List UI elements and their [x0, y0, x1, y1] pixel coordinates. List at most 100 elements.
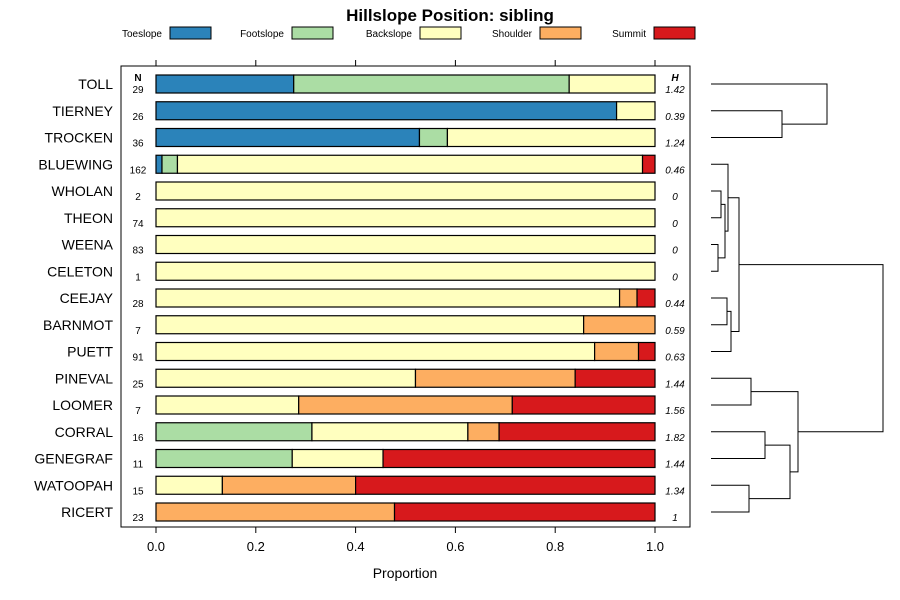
n-value: 11	[133, 460, 144, 471]
bar-segment-backslope	[615, 101, 656, 121]
bar-segment-shoulder	[298, 395, 513, 415]
n-value: 25	[132, 379, 144, 390]
h-value: 1.82	[665, 433, 685, 444]
bar-row: TOLL 29 1.42	[78, 74, 685, 96]
dendrogram-branch	[711, 431, 766, 459]
h-value: 1.44	[665, 379, 685, 390]
bar-segment-toeslope	[155, 74, 295, 94]
bar-segment-toeslope	[155, 127, 421, 148]
h-value: 0	[672, 246, 678, 257]
bar-row: PINEVAL 25 1.44	[55, 368, 685, 390]
dendrogram	[711, 83, 884, 513]
legend-swatch	[169, 26, 212, 40]
chart-title: Hillslope Position: sibling	[346, 6, 554, 25]
n-value: 26	[132, 112, 144, 123]
category-label: CORRAL	[55, 424, 114, 440]
legend-label: Shoulder	[492, 29, 533, 40]
bar-segment-summit	[393, 502, 656, 522]
n-value: 7	[135, 326, 141, 337]
bar-row: WHOLAN 2 0	[52, 181, 678, 203]
bar-segment-shoulder	[414, 368, 576, 388]
h-value: 1.56	[665, 406, 685, 417]
x-tick-label: 0.0	[147, 539, 165, 554]
bar-segment-backslope	[155, 208, 656, 228]
category-label: WHOLAN	[52, 183, 113, 199]
bar-segment-backslope	[568, 74, 656, 94]
x-tick-label: 0.4	[347, 539, 365, 554]
dendrogram-branch	[711, 110, 783, 138]
h-value: 0	[672, 192, 678, 203]
bar-segment-footslope	[155, 422, 313, 442]
h-value: 1.24	[665, 139, 685, 150]
x-tick-label: 0.8	[546, 539, 564, 554]
bar-segment-backslope	[155, 234, 656, 255]
bar-row: BLUEWING 162 0.46	[38, 154, 685, 176]
bar-segment-backslope	[155, 475, 223, 495]
h-value: 0	[672, 219, 678, 230]
bar-segment-backslope	[291, 448, 384, 469]
category-label: WEENA	[62, 237, 114, 253]
n-value: 162	[130, 165, 147, 176]
bar-segment-shoulder	[594, 341, 640, 362]
x-axis: 0.0 0.2 0.4 0.6 0.8 1.0	[147, 60, 664, 554]
category-label: WATOOPAH	[34, 477, 113, 493]
h-value: 1.34	[665, 486, 685, 497]
dendrogram-branch	[739, 264, 884, 433]
bar-row: CEEJAY 28 0.44	[60, 288, 685, 310]
h-value: 0	[672, 272, 678, 283]
category-label: BLUEWING	[38, 156, 113, 172]
n-value: 16	[132, 433, 144, 444]
legend-label: Footslope	[240, 29, 284, 40]
n-value: 7	[135, 406, 141, 417]
dendrogram-branch	[711, 190, 722, 219]
x-tick-label: 0.6	[446, 539, 464, 554]
n-header: N	[134, 73, 141, 84]
category-label: RICERT	[61, 504, 113, 520]
legend-label: Toeslope	[122, 29, 162, 40]
bar-row: CORRAL 16 1.82	[55, 422, 685, 444]
bar-segment-backslope	[155, 288, 621, 308]
legend: Toeslope Footslope Backslope Shoulder Summit	[122, 26, 696, 40]
bar-segment-summit	[637, 341, 656, 362]
category-label: THEON	[64, 210, 113, 226]
bar-segment-backslope	[311, 422, 469, 442]
bar-segment-shoulder	[221, 475, 357, 495]
bar-row: PUETT 91 0.63	[67, 341, 685, 364]
n-value: 23	[132, 513, 144, 524]
h-header: H	[671, 73, 679, 84]
n-value: 29	[132, 85, 144, 96]
bar-segment-backslope	[155, 395, 300, 415]
bar-segment-footslope	[418, 127, 449, 148]
bar-row: LOOMER 7 1.56	[52, 395, 685, 417]
legend-swatch	[539, 26, 582, 40]
plot-panel	[120, 65, 691, 528]
legend-swatch	[653, 26, 696, 40]
bar-segment-toeslope	[155, 154, 163, 174]
bar-segment-backslope	[446, 127, 656, 148]
bar-segment-backslope	[155, 315, 585, 335]
bar-rows: TOLL 29 1.42 TIERNEY 26 0.39 TROCKEN 36 1.24 BLUE…	[34, 74, 685, 524]
bar-row: CELETON 1 0	[47, 261, 678, 283]
dendrogram-branch	[711, 377, 752, 406]
bar-row: GENEGRAF 11 1.44	[34, 448, 685, 471]
dendrogram-branch	[711, 244, 719, 272]
bar-segment-shoulder	[583, 315, 656, 335]
x-tick-label: 0.2	[247, 539, 265, 554]
n-value: 2	[135, 192, 141, 203]
h-value: 1.44	[665, 460, 685, 471]
n-value: 83	[132, 246, 144, 257]
bar-segment-summit	[511, 395, 656, 415]
bar-segment-backslope	[155, 368, 417, 388]
bar-segment-footslope	[161, 154, 179, 174]
category-label: CEEJAY	[60, 290, 114, 306]
h-value: 0.44	[665, 299, 685, 310]
bar-segment-footslope	[155, 448, 293, 469]
dendrogram-branch	[711, 310, 732, 352]
bar-segment-summit	[636, 288, 656, 308]
h-value: 0.63	[665, 353, 685, 364]
legend-label: Backslope	[366, 29, 413, 40]
category-label: TROCKEN	[45, 130, 113, 146]
bar-row: TIERNEY 26 0.39	[52, 101, 685, 123]
legend-label: Summit	[612, 29, 646, 40]
